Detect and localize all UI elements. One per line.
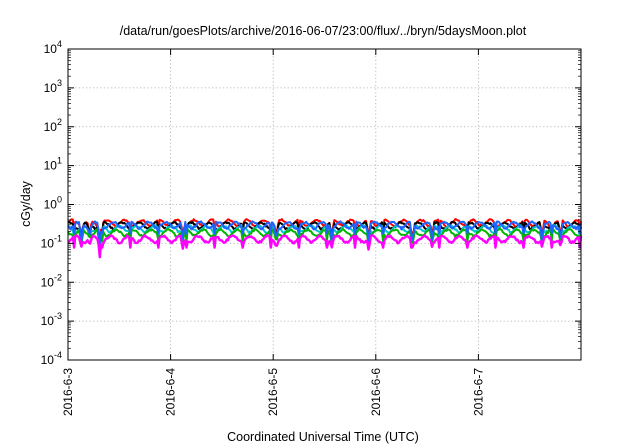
x-tick-label: 2016-6-3 [61,368,75,416]
y-tick-label: 102 [44,117,62,134]
y-tick-label-exponent: 0 [57,195,62,205]
y-tick-label: 10-2 [41,272,62,289]
y-tick-label: 103 [44,78,62,95]
y-tick-label-base: 10 [44,198,58,212]
series-group [67,218,583,259]
y-tick-label: 10-3 [41,311,62,328]
grid [68,49,581,360]
y-tick-label-base: 10 [44,81,58,95]
y-tick-label-exponent: 3 [57,78,62,88]
y-tick-label-exponent: -3 [54,311,62,321]
chart-title: /data/run/goesPlots/archive/2016-06-07/2… [120,24,527,38]
y-tick-label-exponent: 2 [57,117,62,127]
y-tick-label-base: 10 [44,120,58,134]
y-tick-label-base: 10 [44,42,58,56]
x-tick-label: 2016-6-5 [266,368,280,416]
y-tick-label: 10-4 [41,350,62,367]
y-tick-label-exponent: -2 [54,272,62,282]
y-tick-label-base: 10 [44,159,58,173]
x-axis-label: Coordinated Universal Time (UTC) [227,430,419,444]
x-axis: 2016-6-3 2016-6-4 2016-6-5 2016-6-6 2016-6-7 [61,49,485,416]
y-tick-label-exponent: 1 [57,156,62,166]
series-line [67,220,582,252]
y-tick-label: 100 [44,195,62,212]
y-tick-label: 10-1 [41,233,62,250]
y-tick-label-base: 10 [41,314,55,328]
y-tick-label-exponent: 4 [57,39,62,49]
y-tick-label-exponent: -4 [54,350,62,360]
y-tick-label-base: 10 [41,236,55,250]
series-line [67,234,583,259]
x-tick-label: 2016-6-4 [164,368,178,416]
y-tick-label-base: 10 [41,353,55,367]
y-tick-label-exponent: -1 [54,233,62,243]
x-tick-label: 2016-6-7 [471,368,485,416]
y-tick-label-base: 10 [41,275,55,289]
y-axis-label: cGy/day [19,180,33,227]
x-tick-label: 2016-6-6 [369,368,383,416]
y-tick-label: 101 [44,156,62,173]
y-tick-label: 104 [44,39,62,56]
